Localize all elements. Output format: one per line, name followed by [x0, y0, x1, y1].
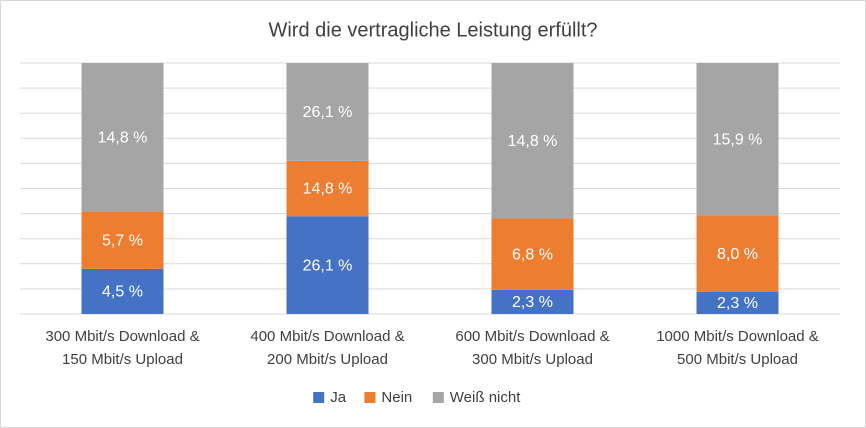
x-tick-label: 300 Mbit/s Upload	[472, 351, 593, 368]
value-label: 6,8 %	[512, 246, 553, 263]
value-label: 2,3 %	[717, 295, 758, 312]
bar-segment	[286, 63, 369, 161]
bar-segment	[491, 289, 574, 314]
bar-segment	[696, 291, 779, 314]
x-tick-label: 300 Mbit/s Download &	[45, 328, 199, 345]
value-label: 26,1 %	[303, 104, 353, 121]
legend-swatch	[432, 392, 444, 403]
value-label: 15,9 %	[713, 131, 763, 148]
bar-segment	[81, 211, 164, 269]
legend-swatch	[313, 392, 325, 403]
bar-segment	[81, 63, 164, 212]
x-tick-label: 500 Mbit/s Upload	[677, 351, 798, 368]
legend-label: Weiß nicht	[450, 389, 521, 406]
bar-segment	[696, 63, 779, 216]
bar-segment	[81, 268, 164, 314]
x-tick-label: 400 Mbit/s Download &	[250, 328, 404, 345]
value-label: 8,0 %	[717, 246, 758, 263]
chart-title: Wird die vertragliche Leistung erfüllt?	[268, 19, 597, 41]
bar-segment	[286, 216, 369, 314]
x-tick-label: 1000 Mbit/s Download &	[656, 328, 819, 345]
x-tick-label: 600 Mbit/s Download &	[455, 328, 609, 345]
legend-label: Ja	[330, 389, 347, 406]
x-tick-label: 150 Mbit/s Upload	[62, 351, 183, 368]
legend-swatch	[364, 392, 376, 403]
bar-segment	[491, 218, 574, 290]
bar-segment	[491, 63, 574, 219]
legend-label: Nein	[381, 389, 412, 406]
value-label: 5,7 %	[102, 232, 143, 249]
value-label: 14,8 %	[98, 130, 148, 147]
x-tick-label: 200 Mbit/s Upload	[267, 351, 388, 368]
bar-segment	[286, 160, 369, 217]
value-label: 26,1 %	[303, 257, 353, 274]
bar-segment	[696, 215, 779, 292]
value-label: 14,8 %	[303, 181, 353, 198]
value-label: 4,5 %	[102, 284, 143, 301]
value-label: 2,3 %	[512, 294, 553, 311]
value-label: 14,8 %	[508, 133, 558, 150]
